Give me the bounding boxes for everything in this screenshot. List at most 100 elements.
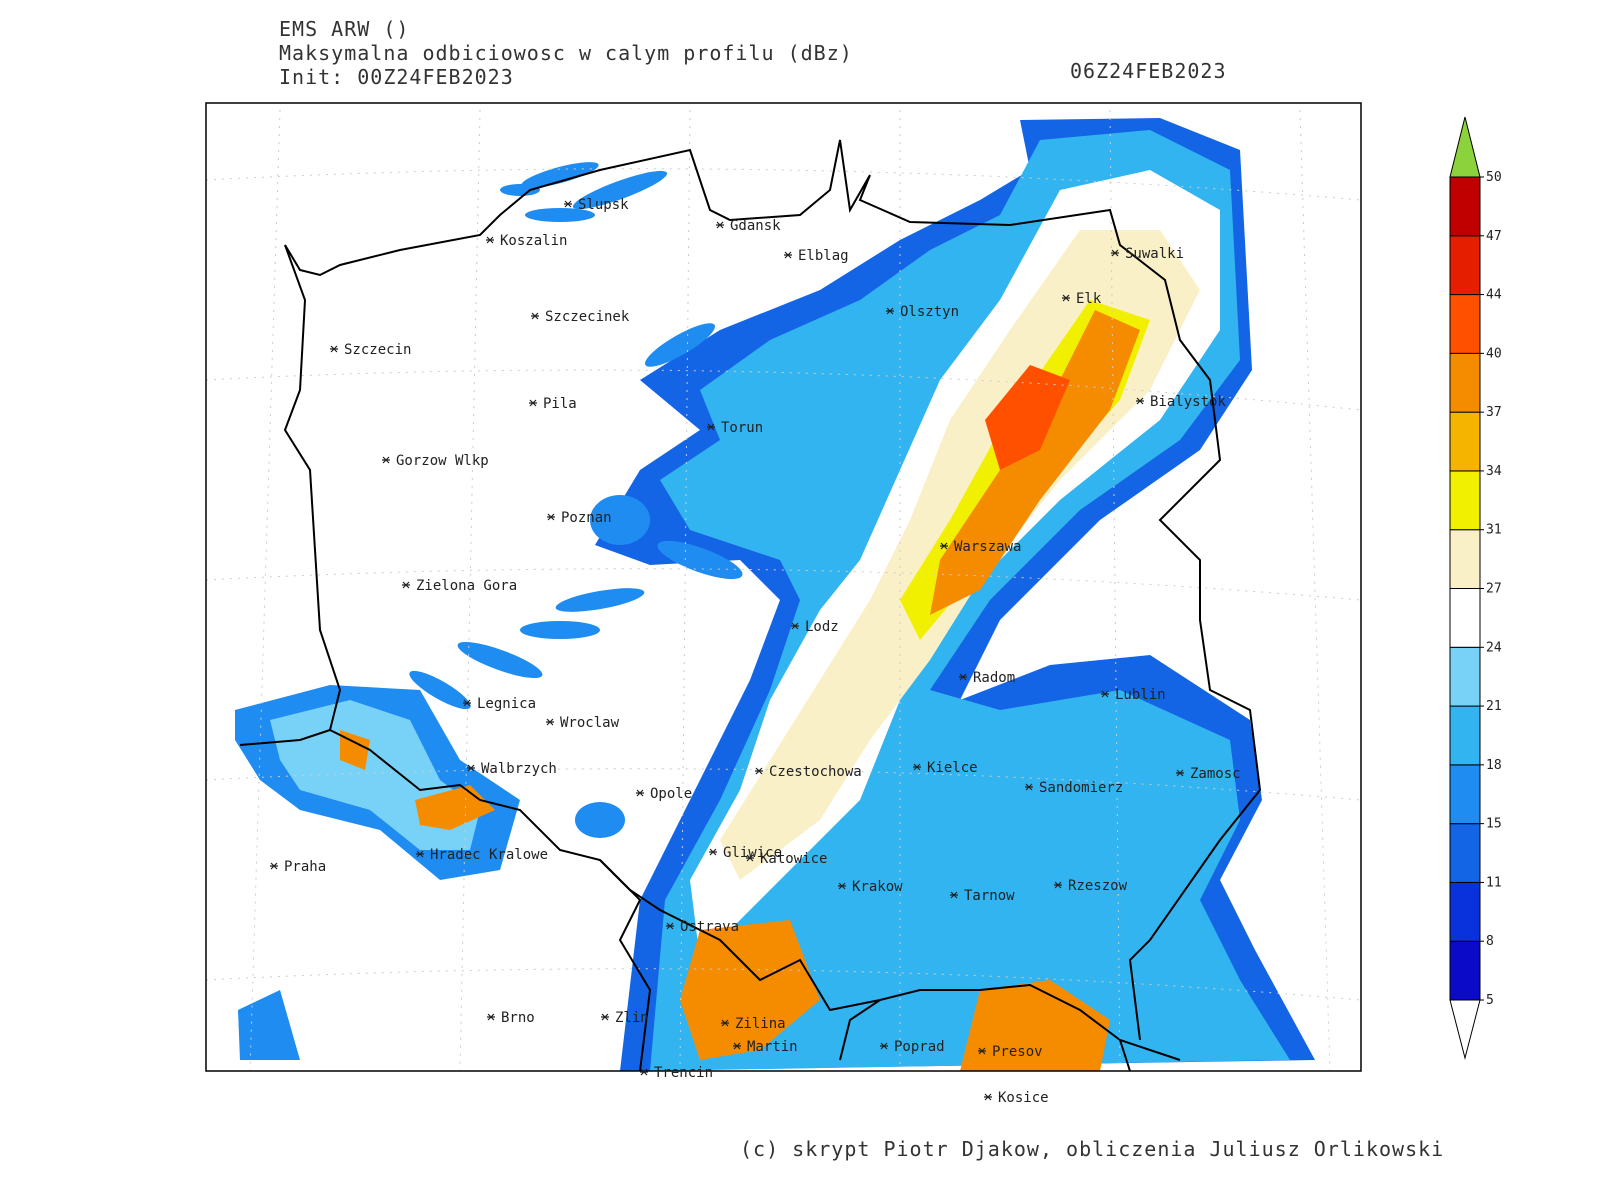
city-marker: [1062, 294, 1070, 302]
city-marker: [886, 307, 894, 315]
colorbar-label: 15: [1486, 817, 1502, 832]
colorbar-box: [1449, 823, 1481, 883]
colorbar-label: 21: [1486, 699, 1502, 714]
city-marker: [416, 850, 424, 858]
colorbar-box: [1449, 881, 1481, 942]
city-marker: [382, 456, 390, 464]
city-marker: [1025, 783, 1033, 791]
colorbar-box: [1449, 646, 1481, 707]
city-marker: [564, 200, 572, 208]
city-name: Slupsk: [578, 197, 629, 213]
city-marker: [1101, 690, 1109, 698]
city-name: Opole: [650, 786, 692, 802]
colorbar-label: 34: [1486, 464, 1502, 479]
city-marker: [666, 922, 674, 930]
city-name: Kosice: [998, 1090, 1049, 1106]
colorbar-box: [1449, 411, 1481, 472]
city-marker: [1054, 881, 1062, 889]
colorbar-label: 11: [1486, 875, 1502, 890]
city-name: Praha: [284, 859, 326, 875]
city-name: Zlin: [615, 1010, 649, 1026]
city-marker: [950, 891, 958, 899]
city-name: Lublin: [1115, 687, 1166, 703]
city-marker: [913, 763, 921, 771]
colorbar-over: [1449, 116, 1481, 178]
colorbar-label: 24: [1486, 640, 1502, 655]
city-name: Rzeszow: [1068, 878, 1128, 894]
city-name: Zamosc: [1190, 766, 1241, 782]
city-name: Walbrzych: [481, 761, 557, 777]
model-title: EMS ARW (): [279, 17, 409, 41]
colorbar-box: [1449, 235, 1481, 296]
city-name: Zilina: [735, 1016, 786, 1032]
field-title: Maksymalna odbiciowosc w calym profilu (…: [279, 41, 853, 65]
city-marker: [330, 345, 338, 353]
city-labels: Slupsk Koszalin Gdansk Elblag Suwalki Olsztyn…: [270, 197, 1241, 1106]
city-marker: [601, 1013, 609, 1021]
city-name: Lodz: [805, 619, 839, 635]
city-name: Poznan: [561, 510, 612, 526]
city-marker: [880, 1042, 888, 1050]
city-name: Katowice: [760, 851, 827, 867]
city-marker: [467, 764, 475, 772]
city-marker: [716, 221, 724, 229]
city-name: Koszalin: [500, 233, 567, 249]
city-name: Czestochowa: [769, 764, 862, 780]
city-name: Presov: [992, 1044, 1043, 1060]
city-marker: [487, 1013, 495, 1021]
map-frame: [205, 102, 1362, 1072]
valid-time: 06Z24FEB2023: [1070, 59, 1227, 83]
colorbar: 5 8 11 15 18 21 24 27 31 34 37 40 44 47 50: [1449, 116, 1502, 1060]
city-marker: [270, 862, 278, 870]
city-name: Warszawa: [954, 539, 1021, 555]
colorbar-box: [1449, 705, 1481, 766]
city-marker: [984, 1093, 992, 1101]
colorbar-label: 37: [1486, 405, 1502, 420]
city-name: Krakow: [852, 879, 903, 895]
colorbar-label: 8: [1486, 934, 1494, 949]
colorbar-box: [1449, 764, 1481, 825]
city-marker: [733, 1042, 741, 1050]
city-name: Szczecinek: [545, 309, 630, 325]
city-marker: [463, 699, 471, 707]
city-name: Gdansk: [730, 218, 781, 234]
city-name: Szczecin: [344, 342, 411, 358]
city-marker: [1111, 249, 1119, 257]
colorbar-label: 40: [1486, 346, 1502, 361]
colorbar-label: 50: [1486, 170, 1502, 185]
city-marker: [531, 312, 539, 320]
city-marker: [755, 767, 763, 775]
city-name: Gliwice: [723, 845, 782, 861]
colorbar-box: [1449, 940, 1481, 1001]
city-marker: [636, 789, 644, 797]
city-name: Radom: [973, 670, 1015, 686]
colorbar-box: [1449, 470, 1481, 531]
city-name: Zielona Gora: [416, 578, 517, 594]
city-marker: [707, 423, 715, 431]
city-marker: [529, 399, 537, 407]
map: [206, 109, 1361, 1071]
city-marker: [746, 854, 754, 862]
city-name: Elk: [1076, 291, 1102, 307]
city-name: Torun: [721, 420, 763, 436]
city-marker: [784, 251, 792, 259]
city-marker: [838, 882, 846, 890]
city-marker: [546, 718, 554, 726]
reflectivity: [235, 118, 1315, 1071]
colorbar-box: [1449, 176, 1481, 237]
city-marker: [1136, 397, 1144, 405]
city-marker: [791, 622, 799, 630]
city-name: Pila: [543, 396, 577, 412]
city-name: Elblag: [798, 248, 849, 264]
city-name: Kielce: [927, 760, 978, 776]
city-name: Poprad: [894, 1039, 945, 1055]
city-marker: [640, 1068, 648, 1076]
graticule: [206, 109, 1361, 1071]
city-name: Wroclaw: [560, 715, 620, 731]
colorbar-label: 44: [1486, 288, 1502, 303]
borders: [239, 139, 1262, 1071]
city-marker: [978, 1047, 986, 1055]
city-marker: [959, 673, 967, 681]
city-name: Olsztyn: [900, 304, 959, 320]
city-name: Suwalki: [1125, 246, 1184, 262]
